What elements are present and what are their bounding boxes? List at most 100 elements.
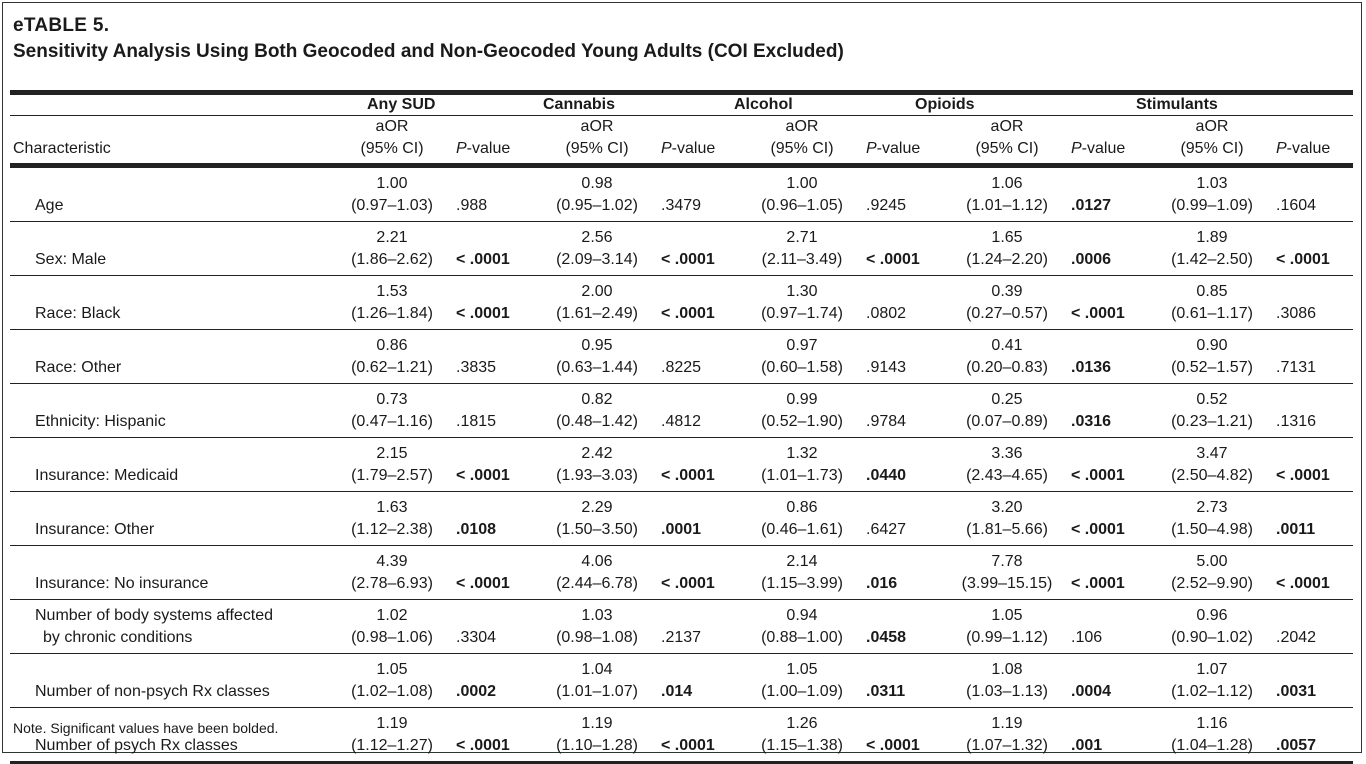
ci-value: (1.01–1.12) — [966, 197, 1048, 214]
aor-value: 1.19 — [581, 715, 613, 732]
p-value-cell: < .0001 — [1071, 545, 1148, 600]
aor-value: 7.78 — [991, 553, 1023, 570]
aor-cell: 0.90 (0.52–1.57) — [1148, 329, 1276, 384]
aor-value: 3.20 — [991, 499, 1023, 516]
table-row: Age 1.00 (0.97–1.03) .988 0.98 (0.95–1.02) .34… — [10, 165, 1353, 222]
aor-label: aOR — [375, 118, 409, 135]
p-value-cell: < .0001 — [456, 545, 533, 600]
group-header-label: Any SUD — [367, 96, 436, 113]
aor-value: 1.30 — [786, 283, 818, 300]
ci-value: (0.97–1.74) — [761, 305, 843, 322]
p-value-header: P-value — [1276, 115, 1353, 168]
table-row: Insurance: Other 1.63 (1.12–2.38) .0108 2.29… — [10, 491, 1353, 546]
aor-value: 1.05 — [991, 607, 1023, 624]
aor-cell: 1.32 (1.01–1.73) — [738, 437, 866, 492]
aor-value: 1.07 — [1196, 661, 1228, 678]
ci-value: (0.52–1.90) — [761, 413, 843, 430]
p-value-header: P-value — [866, 115, 943, 168]
aor-value: 4.06 — [581, 553, 613, 570]
ci-value: (2.78–6.93) — [351, 575, 433, 592]
ci-value: (0.99–1.12) — [966, 629, 1048, 646]
p-value-cell: .0316 — [1071, 383, 1148, 438]
p-value-cell: .3304 — [456, 599, 533, 654]
ci-value: (0.27–0.57) — [966, 305, 1048, 322]
group-header: Any SUD — [328, 90, 533, 116]
ci-label: (95% CI) — [565, 140, 629, 157]
ci-value: (0.61–1.17) — [1171, 305, 1253, 322]
aor-value: 0.86 — [786, 499, 818, 516]
p-rest: -value — [1081, 140, 1126, 157]
aor-value: 1.32 — [786, 445, 818, 462]
aor-cell: 0.85 (0.61–1.17) — [1148, 275, 1276, 330]
ci-value: (0.46–1.61) — [761, 521, 843, 538]
aor-cell: 2.56 (2.09–3.14) — [533, 221, 661, 276]
aor-cell: 1.30 (0.97–1.74) — [738, 275, 866, 330]
p-italic: P — [1071, 140, 1082, 157]
table-row: Insurance: No insurance 4.39 (2.78–6.93) < … — [10, 545, 1353, 600]
aor-cell: 2.15 (1.79–2.57) — [328, 437, 456, 492]
aor-value: 0.39 — [991, 283, 1023, 300]
p-value-cell: < .0001 — [866, 221, 943, 276]
p-value-cell: .0458 — [866, 599, 943, 654]
p-rest: -value — [466, 140, 511, 157]
p-value-cell: .106 — [1071, 599, 1148, 654]
ci-value: (1.15–3.99) — [761, 575, 843, 592]
aor-cell: 1.00 (0.96–1.05) — [738, 165, 866, 222]
p-value-cell: .0802 — [866, 275, 943, 330]
aor-cell: 4.39 (2.78–6.93) — [328, 545, 456, 600]
p-value-cell: .6427 — [866, 491, 943, 546]
ci-value: (0.62–1.21) — [351, 359, 433, 376]
characteristic-cell: Race: Black — [10, 275, 328, 330]
ci-value: (0.88–1.00) — [761, 629, 843, 646]
aor-value: 1.89 — [1196, 229, 1228, 246]
aor-cell: 0.94 (0.88–1.00) — [738, 599, 866, 654]
ci-value: (0.60–1.58) — [761, 359, 843, 376]
characteristic-cell: Ethnicity: Hispanic — [10, 383, 328, 438]
group-header-label: Opioids — [915, 96, 975, 113]
aor-value: 0.98 — [581, 175, 613, 192]
p-value-cell: .014 — [661, 653, 738, 708]
ci-value: (0.97–1.03) — [351, 197, 433, 214]
aor-cell: 1.19 (1.07–1.32) — [943, 707, 1071, 764]
aor-value: 1.00 — [376, 175, 408, 192]
aor-cell: 2.42 (1.93–3.03) — [533, 437, 661, 492]
aor-value: 1.63 — [376, 499, 408, 516]
aor-value: 2.14 — [786, 553, 818, 570]
p-value-cell: .0002 — [456, 653, 533, 708]
characteristic-cell: Insurance: Other — [10, 491, 328, 546]
p-value-cell: < .0001 — [456, 707, 533, 764]
ci-value: (1.01–1.73) — [761, 467, 843, 484]
ci-label: (95% CI) — [975, 140, 1039, 157]
aor-header: aOR (95% CI) — [1148, 115, 1276, 168]
aor-value: 5.00 — [1196, 553, 1228, 570]
ci-value: (1.12–2.38) — [351, 521, 433, 538]
aor-cell: 1.19 (1.12–1.27) — [328, 707, 456, 764]
p-value-cell: .2137 — [661, 599, 738, 654]
ci-value: (1.86–2.62) — [351, 251, 433, 268]
aor-value: 2.42 — [581, 445, 613, 462]
aor-cell: 3.20 (1.81–5.66) — [943, 491, 1071, 546]
aor-value: 0.52 — [1196, 391, 1228, 408]
aor-value: 1.08 — [991, 661, 1023, 678]
aor-cell: 5.00 (2.52–9.90) — [1148, 545, 1276, 600]
p-value-cell: .0011 — [1276, 491, 1353, 546]
aor-cell: 0.73 (0.47–1.16) — [328, 383, 456, 438]
p-value-cell: < .0001 — [1071, 437, 1148, 492]
ci-value: (2.50–4.82) — [1171, 467, 1253, 484]
ci-label: (95% CI) — [1180, 140, 1244, 157]
group-header: Alcohol — [734, 90, 943, 116]
results-table: Any SUD Cannabis Alcohol Opioids Stimulants … — [10, 90, 1353, 764]
aor-cell: 0.41 (0.20–0.83) — [943, 329, 1071, 384]
aor-cell: 0.97 (0.60–1.58) — [738, 329, 866, 384]
ci-value: (3.99–15.15) — [961, 575, 1053, 592]
p-rest: -value — [876, 140, 921, 157]
p-value-cell: < .0001 — [661, 275, 738, 330]
aor-label: aOR — [990, 118, 1024, 135]
p-value-cell: < .0001 — [1276, 545, 1353, 600]
ci-value: (1.15–1.38) — [761, 737, 843, 754]
aor-label: aOR — [1195, 118, 1229, 135]
aor-value: 1.65 — [991, 229, 1023, 246]
aor-cell: 0.98 (0.95–1.02) — [533, 165, 661, 222]
p-italic: P — [661, 140, 672, 157]
ci-value: (2.43–4.65) — [966, 467, 1048, 484]
